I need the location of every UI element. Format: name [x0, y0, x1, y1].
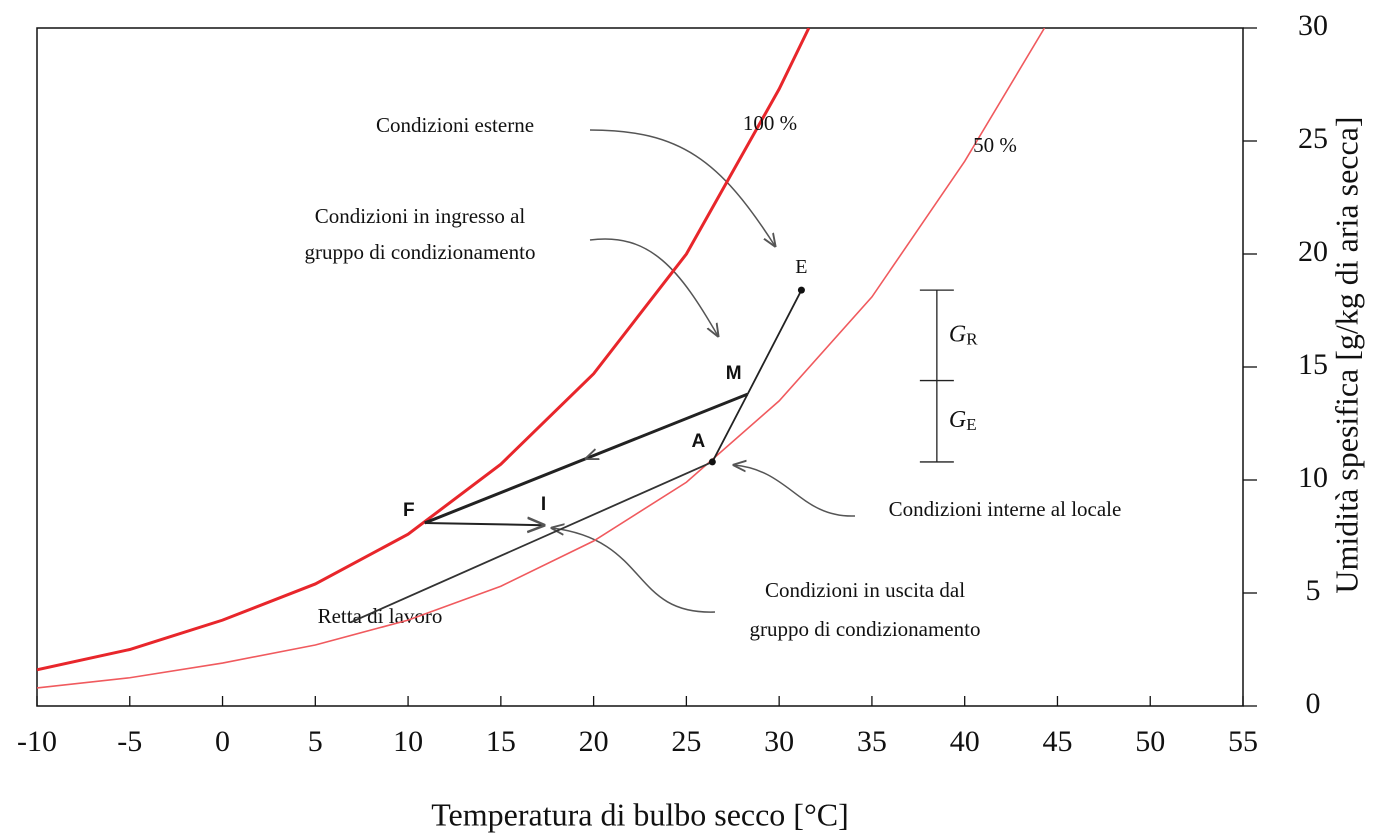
- y-tick-label: 30: [1298, 9, 1328, 42]
- x-tick-label: 25: [671, 725, 701, 758]
- y-tick-label: 0: [1306, 687, 1321, 720]
- y-tick-label: 25: [1298, 122, 1328, 155]
- dimension-label: GE: [949, 407, 977, 434]
- annotation-arrow: [589, 238, 718, 336]
- point-label: M: [726, 363, 742, 384]
- x-tick-label: 5: [308, 725, 323, 758]
- state-point: [797, 286, 805, 294]
- point-label: I: [541, 494, 546, 515]
- y-tick-label: 10: [1298, 461, 1328, 494]
- annotation: gruppo di condizionamento: [305, 240, 536, 264]
- curve-label: 50 %: [973, 133, 1017, 157]
- working-line: [350, 461, 713, 624]
- y-tick-label: 5: [1306, 574, 1321, 607]
- label-subscript: R: [966, 329, 978, 348]
- annotation: gruppo di condizionamento: [750, 617, 981, 641]
- x-tick-label: -5: [117, 725, 142, 758]
- state-point: [708, 458, 716, 466]
- label-symbol: G: [949, 407, 966, 433]
- curve-label: 100 %: [743, 111, 797, 135]
- annotation-arrow: [589, 129, 775, 246]
- annotation: Condizioni in uscita dal: [765, 578, 965, 602]
- x-tick-label: 50: [1135, 725, 1165, 758]
- x-tick-label: 15: [486, 725, 516, 758]
- x-tick-label: 0: [215, 725, 230, 758]
- dimension-label: GR: [949, 321, 978, 348]
- x-tick-label: 35: [857, 725, 887, 758]
- point-label: E: [795, 256, 807, 278]
- humidity-curve: [37, 28, 1046, 689]
- x-tick-label: 45: [1042, 725, 1072, 758]
- working-line-label: Retta di lavoro: [318, 604, 443, 628]
- point-label: A: [691, 431, 705, 452]
- x-tick-label: 40: [950, 725, 980, 758]
- label-subscript: E: [966, 415, 976, 434]
- annotation: Condizioni interne al locale: [889, 497, 1122, 521]
- humidity-curve: [37, 28, 811, 672]
- annotation-arrow: [734, 465, 856, 517]
- process-line: [746, 289, 803, 395]
- x-tick-label: 55: [1228, 725, 1258, 758]
- x-axis-label: Temperatura di bulbo secco [°C]: [431, 796, 849, 832]
- y-axis-label: Umidità spesifica [g/kg di aria secca]: [1328, 116, 1364, 593]
- x-tick-label: 10: [393, 725, 423, 758]
- x-tick-label: 30: [764, 725, 794, 758]
- y-tick-label: 20: [1298, 235, 1328, 268]
- point-label: F: [403, 500, 415, 521]
- x-tick-label: -10: [17, 725, 57, 758]
- label-symbol: G: [949, 321, 966, 347]
- direction-arrow: [586, 455, 595, 459]
- process-line: [711, 393, 749, 463]
- plot-frame: [36, 27, 1244, 707]
- y-tick-label: 15: [1298, 348, 1328, 381]
- annotation: Condizioni in ingresso al: [315, 204, 526, 228]
- annotation-arrow: [552, 528, 716, 613]
- x-tick-label: 20: [579, 725, 609, 758]
- process-line: [424, 523, 544, 525]
- annotation: Condizioni esterne: [376, 113, 534, 137]
